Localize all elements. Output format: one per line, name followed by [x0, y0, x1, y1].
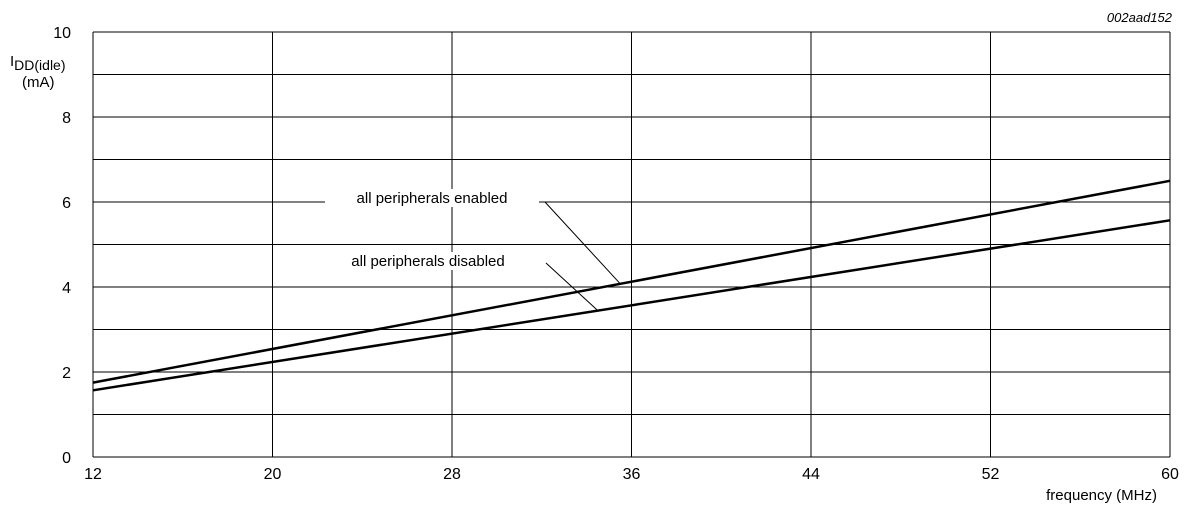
y-tick-label: 2 — [62, 365, 71, 382]
series-lines — [92, 179, 1171, 392]
y-tick-label: 4 — [62, 280, 71, 297]
annotation-leader — [545, 262, 599, 311]
annotation-leader — [544, 201, 621, 285]
series-line-disabled — [92, 219, 1171, 392]
tick-labels: 12 20 28 36 44 52 60 0 2 4 6 8 10 — [53, 25, 1179, 483]
y-tick-label: 8 — [62, 110, 71, 127]
grid — [92, 31, 1171, 458]
x-tick-label: 44 — [802, 466, 820, 483]
x-tick-label: 20 — [264, 466, 282, 483]
x-tick-label: 52 — [982, 466, 1000, 483]
y-axis-label-main: I — [10, 53, 14, 70]
y-tick-label: 6 — [62, 195, 71, 212]
series-line-enabled — [92, 179, 1171, 384]
annotations: all peripherals enabled all peripherals d… — [325, 189, 621, 311]
x-tick-label: 12 — [84, 466, 102, 483]
figure-id: 002aad152 — [1107, 10, 1173, 25]
x-tick-label: 28 — [443, 466, 461, 483]
y-axis-unit: (mA) — [22, 74, 55, 91]
annotation-bg — [325, 252, 535, 270]
y-axis-label-sub: DD(idle) — [14, 57, 65, 73]
annotation-bg — [325, 189, 539, 207]
x-tick-label: 60 — [1161, 466, 1179, 483]
y-axis-label: IDD(idle) — [10, 53, 66, 73]
x-axis-label: frequency (MHz) — [1046, 487, 1157, 504]
y-tick-label: 0 — [62, 450, 71, 467]
y-tick-label: 10 — [53, 25, 71, 42]
annotation-label-disabled: all peripherals disabled — [351, 253, 504, 270]
annotation-label-enabled: all peripherals enabled — [357, 190, 508, 207]
x-tick-label: 36 — [623, 466, 641, 483]
